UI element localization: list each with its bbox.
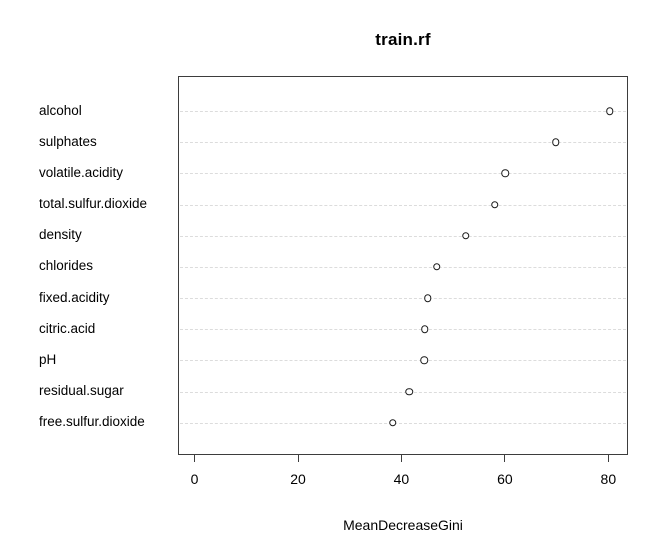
data-point — [432, 263, 441, 271]
y-tick-label: sulphates — [39, 133, 97, 149]
x-tick-mark — [607, 454, 609, 462]
data-point — [420, 356, 428, 365]
y-tick-label: total.sulfur.dioxide — [39, 196, 148, 211]
data-point — [420, 325, 429, 333]
x-tick-label: 60 — [497, 471, 513, 487]
x-tick-mark — [400, 454, 402, 462]
x-tick-mark — [504, 454, 506, 462]
y-tick-label: volatile.acidity — [39, 164, 124, 180]
gridline — [180, 173, 626, 175]
data-point — [490, 200, 499, 209]
y-tick-label: residual.sugar — [39, 383, 124, 399]
y-tick-label: free.sulfur.dioxide — [39, 414, 145, 430]
y-tick-label: citric.acid — [39, 320, 96, 336]
x-tick-label: 80 — [600, 471, 617, 487]
data-point — [606, 107, 614, 115]
gridline — [180, 142, 626, 144]
x-tick-mark — [297, 454, 299, 462]
y-tick-label: alcohol — [39, 102, 82, 118]
gridline — [180, 235, 626, 237]
data-point — [461, 231, 470, 240]
gridline — [180, 298, 626, 300]
gridline — [180, 266, 626, 268]
x-tick-mark — [194, 454, 196, 462]
gridline — [180, 111, 626, 112]
data-point — [388, 418, 397, 427]
x-tick-label: 20 — [290, 471, 306, 487]
data-point — [405, 387, 413, 396]
y-tick-label: pH — [39, 351, 57, 367]
data-point — [424, 294, 432, 302]
chart-title: train.rf — [375, 30, 431, 49]
y-tick-label: density — [39, 227, 82, 243]
data-point — [551, 138, 560, 146]
plot-box — [178, 75, 628, 455]
x-tick-label: 0 — [190, 471, 199, 487]
x-tick-label: 40 — [393, 471, 410, 487]
gridline — [180, 391, 626, 393]
gridline — [180, 204, 626, 206]
gridline — [180, 360, 626, 362]
x-axis-title: MeanDecreaseGini — [343, 517, 463, 533]
gridline — [180, 422, 626, 424]
data-point — [501, 169, 510, 178]
gridline — [180, 329, 626, 331]
y-tick-label: chlorides — [39, 258, 94, 274]
y-tick-label: fixed.acidity — [39, 289, 110, 305]
